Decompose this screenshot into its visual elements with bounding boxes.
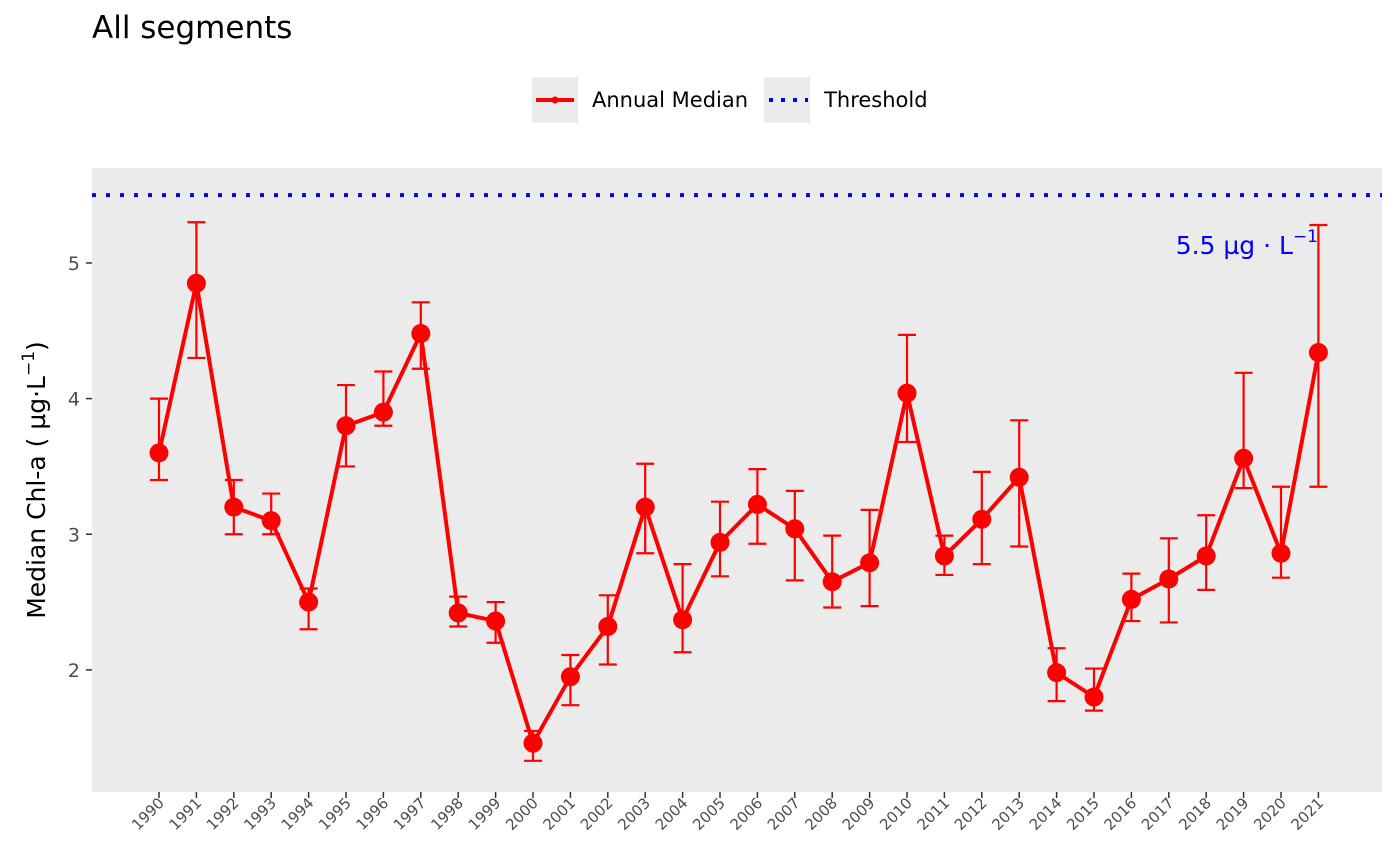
x-tick-label-2007: 2007	[764, 794, 804, 834]
data-point-2021	[1308, 342, 1328, 362]
data-point-1996	[373, 402, 393, 422]
error-bar-2004	[673, 563, 692, 654]
data-point-1990	[149, 443, 169, 463]
data-point-2003	[635, 497, 655, 517]
legend-key-annual-median	[532, 77, 578, 123]
data-point-2001	[560, 667, 580, 687]
data-point-2016	[1121, 589, 1141, 609]
threshold-annotation-exponent: −1	[1293, 227, 1318, 247]
x-tick-label-2000: 2000	[502, 794, 542, 834]
data-point-2004	[673, 610, 693, 630]
threshold-annotation: 5.5 µg · L−1	[1176, 227, 1318, 260]
x-tick-label-1996: 1996	[352, 794, 392, 834]
x-tick-label-1997: 1997	[390, 794, 430, 834]
data-point-2010	[897, 383, 917, 403]
x-tick-label-2018: 2018	[1175, 794, 1215, 834]
threshold-annotation-text: 5.5 µg · L	[1176, 231, 1293, 260]
data-point-1999	[486, 611, 506, 631]
x-tick-label-2003: 2003	[614, 794, 654, 834]
data-point-2006	[747, 494, 767, 514]
error-bar-2019	[1234, 371, 1253, 490]
data-point-2013	[1009, 467, 1029, 487]
data-point-1998	[448, 603, 468, 623]
x-tick-label-2013: 2013	[988, 794, 1028, 834]
data-point-1994	[299, 592, 319, 612]
y-tick-label-4: 4	[68, 389, 80, 411]
data-point-2014	[1047, 663, 1067, 683]
y-tick-label-2: 2	[68, 660, 80, 682]
x-tick-label-2009: 2009	[839, 794, 879, 834]
x-tick-label-2001: 2001	[539, 794, 579, 834]
data-point-2005	[710, 532, 730, 552]
legend-key-threshold	[764, 77, 811, 123]
x-tick-label-2016: 2016	[1100, 794, 1140, 834]
legend: Annual Median Threshold	[532, 77, 944, 123]
x-tick-label-1992: 1992	[203, 794, 243, 834]
x-tick-label-2005: 2005	[689, 794, 729, 834]
data-point-2019	[1234, 448, 1254, 468]
legend-label-annual-median: Annual Median	[592, 88, 749, 112]
data-point-2017	[1159, 569, 1179, 589]
data-point-2020	[1271, 543, 1291, 563]
x-tick-label-1999: 1999	[465, 794, 505, 834]
data-point-2012	[972, 509, 992, 529]
data-point-2011	[934, 546, 954, 566]
x-tick-label-2006: 2006	[726, 794, 766, 834]
x-tick-label-1991: 1991	[165, 794, 205, 834]
x-tick-label-2011: 2011	[913, 794, 953, 834]
chart-title: All segments	[92, 10, 293, 46]
x-tick-label-2004: 2004	[652, 794, 692, 834]
x-tick-label-2020: 2020	[1250, 794, 1290, 834]
y-tick-label-5: 5	[68, 253, 80, 275]
x-tick-label-2012: 2012	[951, 794, 991, 834]
x-tick-label-1994: 1994	[278, 794, 318, 834]
y-axis-label: Median Chl-a ( µg·L−1)	[19, 341, 51, 619]
x-tick-label-2008: 2008	[801, 794, 841, 834]
x-tick-label-2002: 2002	[577, 794, 617, 834]
data-point-1991	[186, 273, 206, 293]
x-tick-label-1995: 1995	[315, 794, 355, 834]
x-tick-label-1998: 1998	[427, 794, 467, 834]
data-point-1995	[336, 416, 356, 436]
data-point-2018	[1196, 546, 1216, 566]
plot-panel	[92, 168, 1382, 792]
data-point-1997	[411, 323, 431, 343]
x-tick-label-2014: 2014	[1026, 794, 1066, 834]
x-tick-label-1993: 1993	[240, 794, 280, 834]
data-point-2015	[1084, 687, 1104, 707]
data-point-2002	[598, 617, 618, 637]
error-bar-1990	[150, 397, 168, 482]
x-tick-label-2019: 2019	[1213, 794, 1253, 834]
x-tick-label-2021: 2021	[1287, 794, 1327, 834]
data-point-2007	[785, 519, 805, 539]
x-tick-label-2017: 2017	[1138, 794, 1178, 834]
x-tick-label-2015: 2015	[1063, 794, 1103, 834]
y-tick-label-3: 3	[68, 524, 80, 546]
data-point-1992	[224, 497, 244, 517]
data-point-2009	[860, 553, 880, 573]
data-point-2008	[822, 572, 842, 592]
data-point-2000	[523, 733, 543, 753]
legend-label-threshold: Threshold	[824, 88, 928, 112]
error-bar-2008	[823, 534, 842, 609]
x-tick-label-1990: 1990	[128, 794, 168, 834]
x-tick-label-2010: 2010	[876, 794, 916, 834]
data-point-1993	[261, 511, 281, 531]
